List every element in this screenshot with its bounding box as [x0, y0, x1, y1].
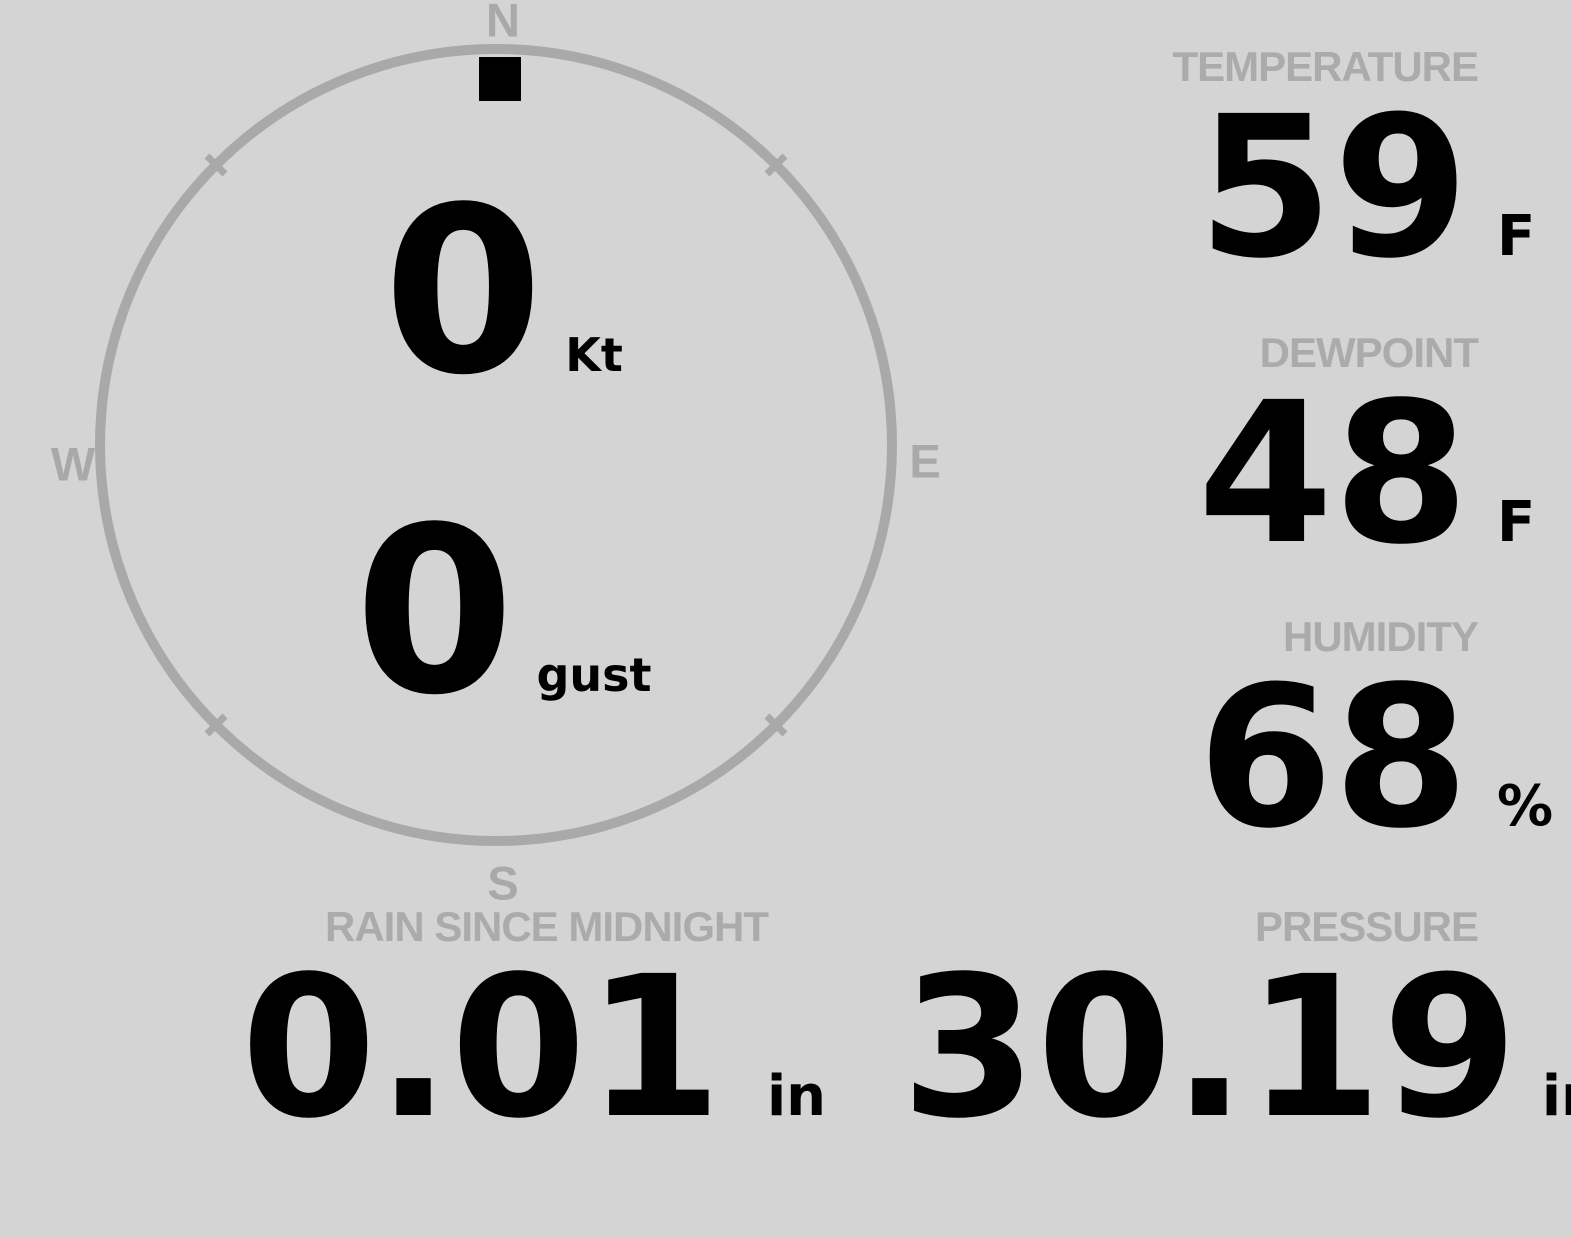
compass-label-north: N [486, 0, 520, 47]
readout-temperature: TEMPERATURE 59 F [995, 44, 1555, 347]
dewpoint-label: DEWPOINT [1259, 329, 1479, 376]
compass-label-south: S [487, 856, 519, 910]
readout-dewpoint: DEWPOINT 48 F [995, 330, 1555, 633]
dewpoint-value-row: 48 F [995, 376, 1555, 633]
wind-gust-value: 0 [354, 479, 515, 746]
temperature-value-row: 59 F [995, 90, 1555, 347]
compass-tick-nw [204, 153, 228, 177]
rain-label: RAIN SINCE MIDNIGHT [325, 903, 769, 950]
wind-speed-value: 0 [383, 159, 544, 426]
dewpoint-unit: F [1497, 490, 1536, 555]
pressure-label: PRESSURE [1254, 903, 1479, 950]
temperature-value: 59 [1197, 74, 1469, 301]
dewpoint-value: 48 [1197, 360, 1469, 587]
rain-unit: in [766, 1064, 826, 1129]
pressure-value-row: 30.19in [901, 950, 1571, 1207]
readout-humidity: HUMIDITY 68% [995, 614, 1555, 917]
compass-label-east: E [909, 434, 941, 488]
rain-value: 0.01 [240, 934, 722, 1161]
humidity-unit: % [1497, 774, 1554, 839]
humidity-value: 68 [1197, 644, 1469, 871]
humidity-label: HUMIDITY [1283, 613, 1479, 660]
wind-gust-unit: gust [536, 648, 652, 702]
wind-compass: N E S W 0 Kt 0 gust [0, 0, 1000, 930]
pressure-unit: in [1541, 1064, 1571, 1129]
compass-dial-ring [95, 44, 897, 846]
wind-speed-unit: Kt [565, 328, 623, 382]
compass-tick-se [764, 713, 788, 737]
compass-tick-sw [204, 713, 228, 737]
wind-speed: 0 Kt [383, 178, 623, 408]
temperature-label: TEMPERATURE [1172, 43, 1479, 90]
pressure-value: 30.19 [901, 934, 1518, 1161]
readout-rain-since-midnight: RAIN SINCE MIDNIGHT 0.01 in [120, 904, 826, 1207]
wind-direction-marker [479, 57, 521, 101]
rain-value-row: 0.01 in [120, 950, 826, 1207]
compass-dial-svg [95, 44, 897, 846]
wind-gust: 0 gust [354, 498, 651, 728]
temperature-unit: F [1497, 204, 1536, 269]
readout-pressure: PRESSURE 30.19in [901, 903, 1571, 1207]
compass-label-west: W [50, 437, 96, 491]
humidity-value-row: 68% [995, 660, 1555, 917]
compass-tick-ne [764, 153, 788, 177]
